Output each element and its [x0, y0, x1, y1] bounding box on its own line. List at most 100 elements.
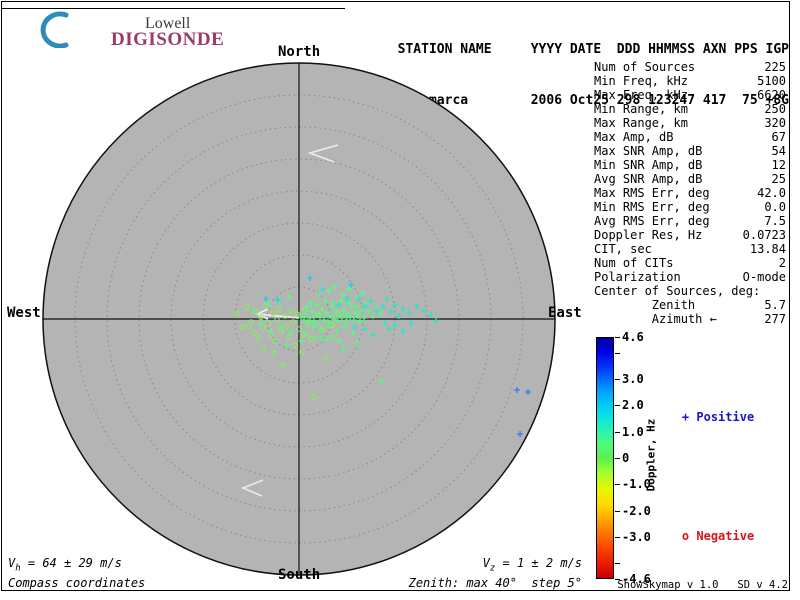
vh-value: = 64 ± 29 m/s: [20, 556, 122, 570]
compass-label-south: South: [278, 567, 321, 583]
source-point-plus: [318, 336, 324, 342]
source-point-circle: [323, 355, 329, 361]
stat-value: 5.7: [764, 298, 786, 312]
source-point-circle: [265, 320, 271, 326]
source-point-plus: [414, 303, 420, 309]
header-columns-row: STATION NAME YYYY DATE DDD HHMMSS AXN PP…: [397, 42, 789, 57]
colorbar-tick-label: -1.0: [622, 477, 651, 491]
source-point-plus: [386, 326, 392, 332]
source-point-plus: [268, 328, 274, 334]
source-point-circle: [290, 319, 296, 325]
stat-label: Max SNR Amp, dB: [594, 144, 703, 158]
stat-row: Polarization O-mode: [594, 270, 786, 284]
source-point-plus: [361, 315, 367, 321]
colorbar-tick-label: 1.0: [622, 425, 644, 439]
source-point-plus: [307, 315, 313, 321]
source-point-circle: [270, 310, 276, 316]
drift-arrow-shaft: [256, 313, 300, 319]
source-point-circle: [251, 330, 257, 336]
stat-label: Doppler Res, Hz: [594, 228, 703, 242]
stat-value: 0.0: [764, 200, 786, 214]
source-point-plus: [370, 332, 376, 338]
source-point-plus: [340, 346, 346, 352]
stat-row: Max Amp, dB 67: [594, 130, 786, 144]
stat-label: Min RMS Err, deg: [594, 200, 710, 214]
stat-value: 320: [764, 116, 786, 130]
source-point-circle: [276, 306, 282, 312]
source-point-circle: [311, 394, 317, 400]
source-point-plus: [286, 294, 292, 300]
source-point-plus: [366, 308, 372, 314]
source-point-plus: [392, 302, 398, 308]
source-point-plus: [266, 301, 272, 307]
source-point-plus: [346, 286, 352, 292]
source-point-plus: [336, 302, 342, 308]
stat-value: 0.0723: [742, 228, 786, 242]
source-point-plus: [311, 318, 317, 324]
source-point-plus: [321, 317, 327, 323]
source-point-plus: [319, 306, 325, 312]
source-point-plus: [344, 296, 350, 302]
source-point-plus: [341, 307, 347, 313]
source-point-plus: [334, 328, 340, 334]
source-point-plus: [329, 334, 335, 340]
source-point-plus: [359, 308, 365, 314]
vh-symbol: V: [8, 556, 16, 570]
stat-value: 2: [778, 256, 786, 270]
source-point-circle: [261, 346, 267, 352]
source-point-circle: [299, 349, 305, 355]
vz-symbol: V: [482, 556, 490, 570]
station-header: STATION NAME YYYY DATE DDD HHMMSS AXN PP…: [398, 7, 789, 143]
stat-label: Min Freq, kHz: [594, 74, 688, 88]
source-point-circle: [284, 323, 290, 329]
source-point-plus: [331, 316, 337, 322]
source-point-plus: [336, 338, 342, 344]
stat-label: Max RMS Err, deg: [594, 186, 710, 200]
source-point-plus: [357, 318, 363, 324]
stat-value: O-mode: [742, 270, 786, 284]
source-point-plus: [356, 296, 362, 302]
legend-negative: o Negative: [653, 515, 754, 557]
source-point-plus: [332, 284, 338, 290]
source-point-plus: [301, 317, 307, 323]
source-point-plus: [298, 314, 304, 320]
stat-label: Num of CITs: [594, 256, 674, 270]
source-point-plus: [284, 342, 290, 348]
source-point-plus: [339, 315, 345, 321]
source-point-plus: [299, 338, 305, 344]
stat-value: 225: [764, 60, 786, 74]
source-point-circle: [292, 342, 298, 348]
stat-row: Min RMS Err, deg 0.0: [594, 200, 786, 214]
stat-label: Azimuth ←: [594, 312, 717, 326]
legend-positive: + Positive: [653, 396, 754, 438]
colorbar-tick: [615, 537, 620, 538]
zenith-scale-note: Zenith: max 40° step 5°: [408, 576, 582, 590]
source-point-circle: [296, 326, 302, 332]
rotation-chevron: [307, 144, 339, 163]
source-point-plus: [348, 282, 354, 288]
colorbar-tick-label: 4.6: [622, 330, 644, 344]
colorbar-tick: [615, 405, 620, 406]
stat-value: 250: [764, 102, 786, 116]
source-point-plus: [392, 322, 398, 328]
source-point-plus: [352, 324, 358, 330]
source-point-circle: [234, 311, 240, 317]
source-point-plus: [329, 304, 335, 310]
stat-label: Zenith: [594, 298, 696, 312]
stat-value: 13.84: [749, 242, 786, 256]
stat-label: Max Amp, dB: [594, 130, 674, 144]
source-point-plus: [362, 326, 368, 332]
source-point-plus: [263, 296, 269, 302]
legend-negative-label: Negative: [696, 529, 755, 543]
source-point-plus: [368, 298, 374, 304]
colorbar-tick: [615, 511, 620, 512]
source-point-plus: [307, 275, 313, 281]
source-point-plus: [318, 326, 324, 332]
stat-label: Max Freq, kHz: [594, 88, 688, 102]
source-point-plus: [350, 330, 356, 336]
stat-row: Num of Sources 225: [594, 60, 786, 74]
source-point-plus: [349, 303, 355, 309]
source-point-circle: [244, 304, 250, 310]
colorbar-tick-label: -4.6: [622, 572, 651, 586]
colorbar-tick-label: 0: [622, 451, 630, 465]
